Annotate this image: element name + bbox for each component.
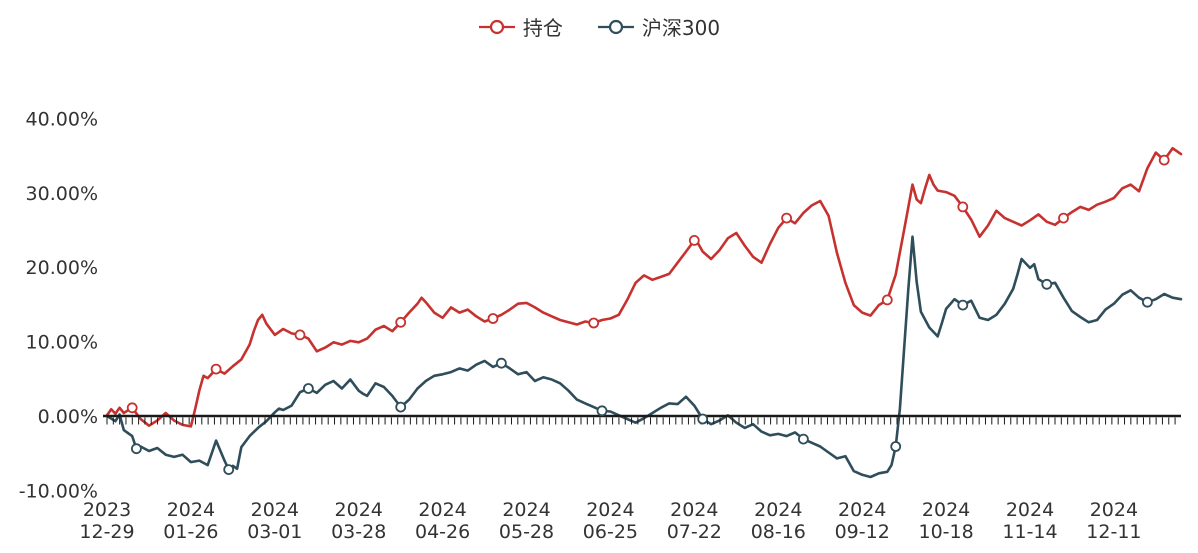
x-axis-tick-year: 2024 [1090, 499, 1138, 521]
data-point-marker [487, 313, 499, 324]
series-line-1 [105, 235, 1183, 479]
x-axis-tick-year: 2024 [754, 499, 802, 521]
x-axis-tick-date: 03-01 [247, 521, 302, 543]
data-point-marker [126, 402, 138, 414]
data-point-marker [495, 357, 507, 369]
x-axis-tick-date: 10-18 [918, 521, 973, 543]
y-axis-tick-label: 0.00% [38, 406, 98, 428]
data-point-marker [395, 401, 407, 413]
data-point-marker [1158, 154, 1170, 166]
data-point-marker [697, 413, 709, 425]
x-axis-tick-date: 08-16 [751, 521, 806, 543]
legend-item-holdings[interactable]: 持仓 [478, 12, 563, 41]
x-axis-tick-date: 03-28 [331, 521, 386, 543]
x-axis-tick-date: 01-26 [163, 521, 218, 543]
y-axis-tick-label: 30.00% [26, 183, 98, 205]
data-point-marker [596, 405, 608, 417]
x-axis-tick-date: 04-26 [415, 521, 470, 543]
series-line-0 [105, 146, 1183, 428]
x-axis-tick-year: 2023 [83, 499, 131, 521]
data-point-marker [688, 234, 700, 246]
y-axis-tick-label: 20.00% [26, 257, 98, 279]
x-axis-tick-date: 11-14 [1002, 521, 1057, 543]
data-point-marker [130, 443, 142, 455]
x-axis-tick-year: 2024 [502, 499, 550, 521]
x-axis-tick-year: 2024 [251, 499, 299, 521]
x-axis-tick-date: 12-11 [1086, 521, 1141, 543]
x-axis-tick-date: 05-28 [499, 521, 554, 543]
data-point-marker [1058, 212, 1069, 224]
y-axis-tick-label: 10.00% [26, 332, 98, 354]
x-axis-tick-year: 2024 [418, 499, 466, 521]
data-point-marker [294, 329, 306, 341]
data-point-marker [395, 316, 407, 328]
legend: 持仓 沪深300 [0, 12, 1198, 41]
data-point-marker [881, 294, 893, 306]
x-axis-tick-year: 2024 [838, 499, 886, 521]
y-axis-tick-label: -10.00% [19, 480, 98, 502]
data-point-marker [223, 464, 235, 476]
x-axis-tick-date: 06-25 [583, 521, 638, 543]
data-point-marker [798, 433, 809, 445]
x-axis-tick-year: 2024 [922, 499, 970, 521]
x-axis-tick-year: 2024 [670, 499, 718, 521]
data-point-marker [588, 317, 600, 329]
x-axis-tick-year: 2024 [335, 499, 383, 521]
data-point-marker [1041, 278, 1053, 290]
legend-item-csi300[interactable]: 沪深300 [597, 12, 720, 41]
x-axis-tick-date: 09-12 [835, 521, 890, 543]
data-point-marker [1142, 296, 1153, 308]
data-point-marker [781, 212, 792, 224]
line-circle-marker-icon [597, 19, 634, 34]
legend-label-holdings: 持仓 [522, 16, 563, 40]
data-point-marker [957, 201, 969, 213]
x-axis-tick-date: 12-29 [79, 521, 134, 543]
x-axis-tick-date: 07-22 [667, 521, 722, 543]
y-axis-tick-label: 40.00% [26, 108, 98, 130]
data-point-marker [210, 363, 222, 375]
x-axis-tick-year: 2024 [586, 499, 634, 521]
x-axis-tick-year: 2024 [167, 499, 215, 521]
data-point-marker [957, 299, 969, 311]
line-circle-marker-icon [478, 19, 515, 34]
legend-label-csi300: 沪深300 [641, 16, 721, 40]
data-point-marker [890, 441, 902, 452]
x-axis-tick-year: 2024 [1006, 499, 1054, 521]
data-point-marker [302, 383, 314, 394]
